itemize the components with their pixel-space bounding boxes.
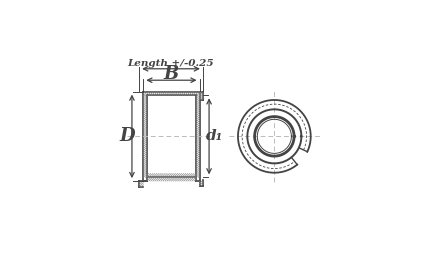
Text: D: D [119, 127, 135, 145]
Text: B: B [164, 65, 179, 83]
Text: Length +/-0.25: Length +/-0.25 [128, 59, 214, 68]
Text: d₁: d₁ [206, 129, 224, 143]
